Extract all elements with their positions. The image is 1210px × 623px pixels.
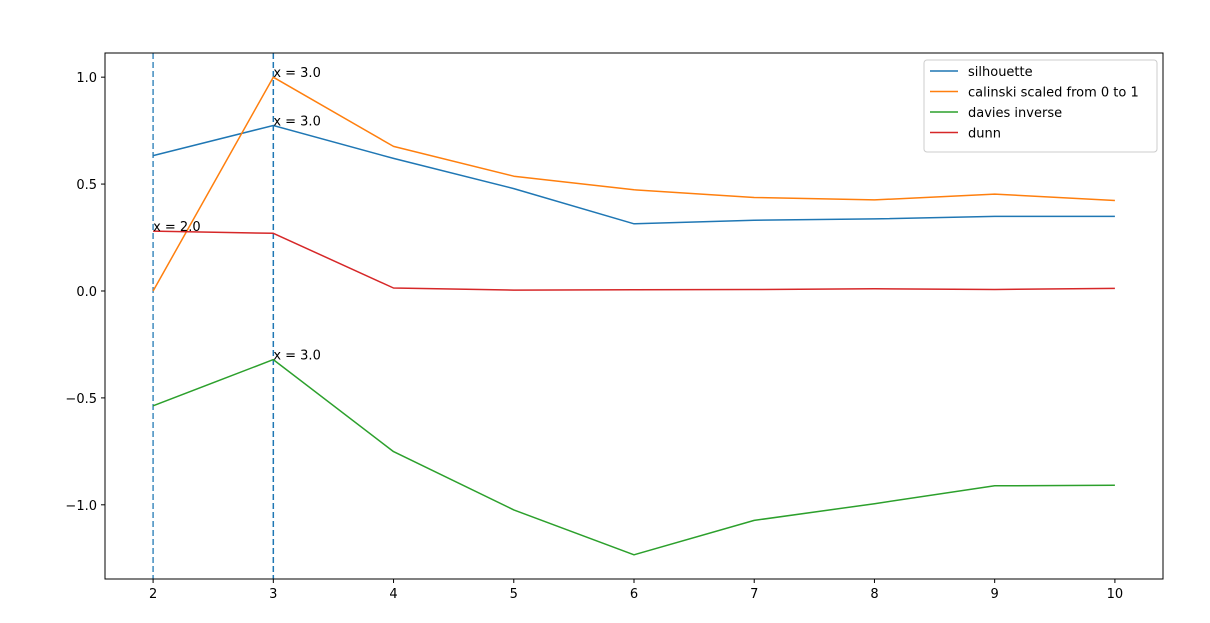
series-line-1 — [152, 76, 1115, 292]
x-tick-label: 7 — [750, 587, 758, 602]
x-tick-label: 4 — [389, 587, 397, 602]
y-tick-label: 0.5 — [76, 178, 97, 193]
x-axis: 2 3 4 5 6 7 8 9 10 — [149, 579, 1123, 602]
annotation-2: x = 2.0 — [153, 220, 201, 235]
y-tick-label: 0.0 — [76, 285, 97, 300]
x-tick-label: 6 — [630, 587, 638, 602]
series-line-0 — [152, 124, 1115, 225]
y-tick-label: 1.0 — [76, 71, 97, 86]
annotation-1: x = 3.0 — [273, 114, 321, 129]
x-tick-label: 9 — [991, 587, 999, 602]
vertical-lines — [152, 53, 275, 579]
series-line-3 — [153, 230, 1115, 291]
series-line-2 — [152, 358, 1115, 556]
legend-box — [923, 59, 1158, 153]
annotation-3: x = 3.0 — [273, 349, 321, 364]
legend-label: dunn — [968, 127, 1001, 142]
legend-label: davies inverse — [968, 106, 1062, 121]
x-tick-label: 5 — [510, 587, 518, 602]
legend-label: calinski scaled from 0 to 1 — [968, 86, 1139, 101]
annotation-0: x = 3.0 — [273, 66, 321, 81]
y-tick-label: −1.0 — [65, 499, 97, 514]
annotations: x = 3.0 x = 3.0 x = 2.0 x = 3.0 — [153, 66, 321, 363]
y-axis: 1.0 0.5 0.0 −0.5 −1.0 — [65, 71, 105, 514]
legend-label: silhouette — [968, 65, 1033, 80]
x-tick-label: 8 — [870, 587, 878, 602]
series-lines — [152, 76, 1115, 556]
x-tick-label: 10 — [1107, 587, 1124, 602]
y-tick-label: −0.5 — [65, 392, 97, 407]
legend: silhouette calinski scaled from 0 to 1 dav… — [923, 59, 1158, 153]
x-tick-label: 3 — [269, 587, 277, 602]
x-tick-label: 2 — [149, 587, 157, 602]
